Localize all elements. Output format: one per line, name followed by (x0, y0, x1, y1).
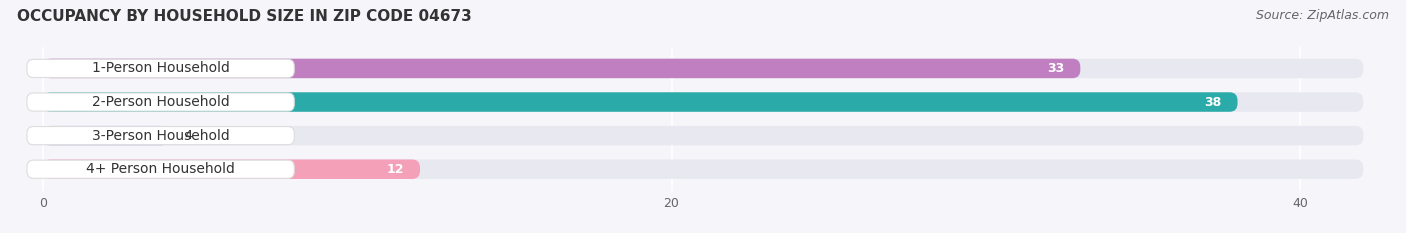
Text: 2-Person Household: 2-Person Household (91, 95, 229, 109)
Text: 1-Person Household: 1-Person Household (91, 62, 229, 75)
Text: 3-Person Household: 3-Person Household (91, 129, 229, 143)
Text: 4+ Person Household: 4+ Person Household (86, 162, 235, 176)
FancyBboxPatch shape (27, 59, 294, 78)
Text: 4: 4 (184, 129, 193, 142)
FancyBboxPatch shape (42, 92, 1237, 112)
FancyBboxPatch shape (42, 59, 1364, 78)
Text: Source: ZipAtlas.com: Source: ZipAtlas.com (1256, 9, 1389, 22)
FancyBboxPatch shape (42, 159, 420, 179)
FancyBboxPatch shape (42, 159, 1364, 179)
FancyBboxPatch shape (27, 127, 294, 145)
Text: 38: 38 (1205, 96, 1222, 109)
FancyBboxPatch shape (42, 126, 169, 145)
Text: OCCUPANCY BY HOUSEHOLD SIZE IN ZIP CODE 04673: OCCUPANCY BY HOUSEHOLD SIZE IN ZIP CODE … (17, 9, 471, 24)
Text: 12: 12 (387, 163, 405, 176)
Text: 33: 33 (1047, 62, 1064, 75)
FancyBboxPatch shape (42, 92, 1364, 112)
FancyBboxPatch shape (27, 160, 294, 178)
FancyBboxPatch shape (42, 59, 1080, 78)
FancyBboxPatch shape (27, 93, 294, 111)
FancyBboxPatch shape (42, 126, 1364, 145)
